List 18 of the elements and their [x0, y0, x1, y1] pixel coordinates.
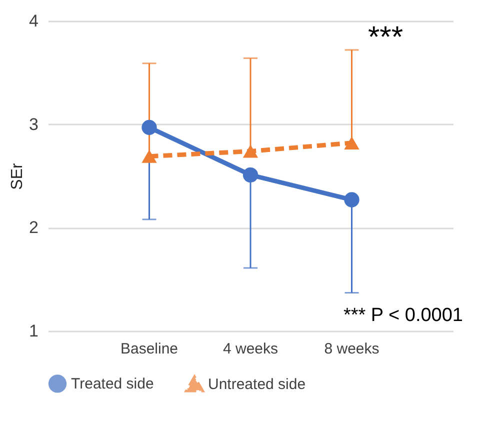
point: [344, 136, 360, 150]
y-tick-label: 1: [29, 322, 38, 340]
y-tick-label: 3: [29, 114, 38, 134]
y-tick-label: 4: [29, 12, 38, 30]
legend-label: Untreated side: [208, 376, 306, 394]
annotation: *** P < 0.0001: [343, 305, 463, 326]
y-tick-label: 2: [29, 218, 38, 238]
point: [142, 120, 157, 135]
x-tick-label: Baseline: [120, 340, 178, 358]
point: [344, 192, 360, 208]
point: [242, 144, 258, 158]
legend-label: Treated side: [71, 376, 154, 393]
y-axis-title: SEr: [9, 162, 26, 190]
annotation: ***: [368, 21, 404, 54]
x-tick-label: 8 weeks: [324, 340, 380, 358]
point: [142, 150, 157, 163]
x-tick-label: 4 weeks: [222, 340, 278, 358]
point: [242, 167, 258, 183]
